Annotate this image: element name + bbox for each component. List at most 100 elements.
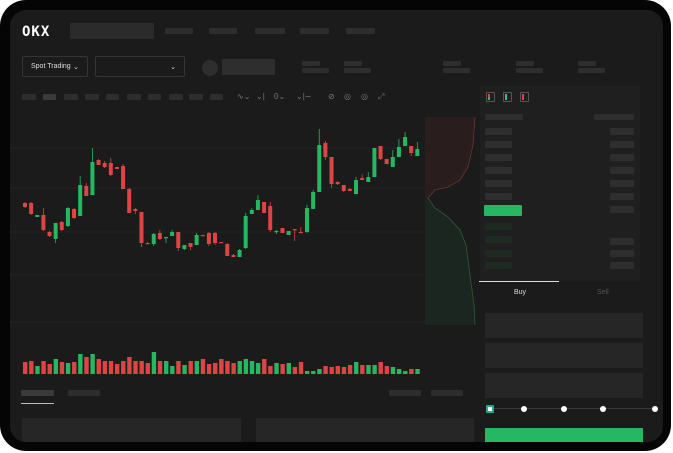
snapshot-icon[interactable]: ◎ [344,92,351,101]
volume-bar [347,365,353,374]
orderbook-bids-icon[interactable] [503,92,512,102]
candle-body [163,237,168,239]
orderbook-both-icon[interactable] [486,92,495,102]
nav-item[interactable] [255,28,285,34]
volume-bar [176,361,181,374]
total-input[interactable] [485,373,643,398]
volume-bar [329,367,334,374]
active-tab-underline [479,281,559,282]
bid-row-price[interactable] [485,262,512,269]
volume-bar [396,369,402,374]
coin-avatar [202,60,218,76]
slider-mark-75[interactable] [600,406,606,412]
tab-order-history[interactable] [68,390,100,396]
volume-bar [121,361,126,374]
indicator-icon[interactable]: ∿⌄ [237,92,251,101]
tab-buy[interactable]: Buy [514,289,527,296]
slider-mark-100[interactable] [652,406,658,412]
volume-bar [72,362,77,374]
line-tool-icon[interactable]: ⌄|∼ [296,92,312,101]
volume-bar [268,366,273,374]
candle-body [390,157,395,167]
pair-dropdown[interactable]: ⌄ [95,56,185,77]
volume-bar [323,366,328,374]
candle-body [231,255,236,257]
candle-body [23,203,27,207]
tab-sell[interactable]: Sell [597,289,609,296]
bid-row-amount[interactable] [610,238,634,245]
volume-bar [292,367,298,374]
indicator-settings-icon[interactable]: ⌄| [256,92,265,101]
volume-bar [274,363,279,374]
volume-bar [206,364,212,374]
nav-item[interactable] [165,28,193,34]
leverage-slider-track[interactable] [490,408,658,409]
candle-body [237,250,242,257]
candle-body [347,189,352,191]
ask-row-amount[interactable] [610,193,634,200]
nav-item[interactable] [300,28,329,34]
volume-bar [311,371,316,374]
ask-row-price[interactable] [485,128,512,135]
filter-button[interactable] [389,390,421,396]
candle-body [243,216,248,248]
bid-row-price[interactable] [485,223,512,230]
volume-bar [96,359,101,374]
price-input[interactable] [485,313,643,338]
bid-row-price[interactable] [485,236,512,243]
volume-bar [317,369,322,374]
ask-row-amount[interactable] [610,128,634,135]
tab-open-orders[interactable] [21,390,54,396]
candle-body [84,186,89,196]
volume-bar [372,365,377,374]
slider-handle[interactable] [486,405,494,413]
volume-bar [59,362,65,374]
fullscreen-icon[interactable]: ⤢ [378,92,385,101]
ask-row-amount[interactable] [610,206,634,213]
ask-row-price[interactable] [485,141,512,148]
chart-type-icon[interactable]: 0⌄ [274,92,286,101]
ask-row-price[interactable] [485,180,512,187]
volume-bar [102,361,108,374]
settings-icon[interactable]: ◎ [361,92,368,101]
volume-bar [108,361,114,374]
volume-bar [157,361,163,374]
candle-body [384,159,389,164]
amount-input[interactable] [485,343,643,368]
volume-bar [237,361,242,374]
draw-icon[interactable]: ⊘ [328,92,335,101]
volume-bar [262,359,267,374]
pair-name [222,59,275,75]
ask-row-amount[interactable] [610,154,634,161]
volume-bar [298,362,304,374]
ask-row-amount[interactable] [610,167,634,174]
nav-item[interactable] [209,28,237,34]
bid-row-amount[interactable] [610,262,634,269]
ask-row-price[interactable] [485,154,512,161]
price-chart[interactable] [10,105,480,375]
bid-row-price[interactable] [485,250,512,257]
volume-bar [255,363,261,374]
ask-row-price[interactable] [485,167,512,174]
volume-bar [213,363,218,374]
candle-body [403,137,408,146]
ask-row-price[interactable] [485,193,512,200]
nav-item[interactable] [346,28,375,34]
buy-button[interactable] [485,428,643,442]
bid-row-amount[interactable] [610,250,634,257]
depth-ask-area [425,117,475,200]
candle-body [249,210,254,214]
slider-mark-50[interactable] [561,406,567,412]
search-input[interactable] [70,23,154,39]
candle-body [182,245,187,249]
more-button[interactable] [431,390,463,396]
ask-row-amount[interactable] [610,141,634,148]
ask-row-amount[interactable] [610,180,634,187]
candle-body [145,243,150,245]
candle-body [35,215,40,217]
slider-mark-25[interactable] [521,406,527,412]
spot-trading-dropdown[interactable]: Spot Trading ⌄ [22,56,88,77]
orderbook-asks-icon[interactable] [520,92,529,102]
candle-body [127,189,132,213]
